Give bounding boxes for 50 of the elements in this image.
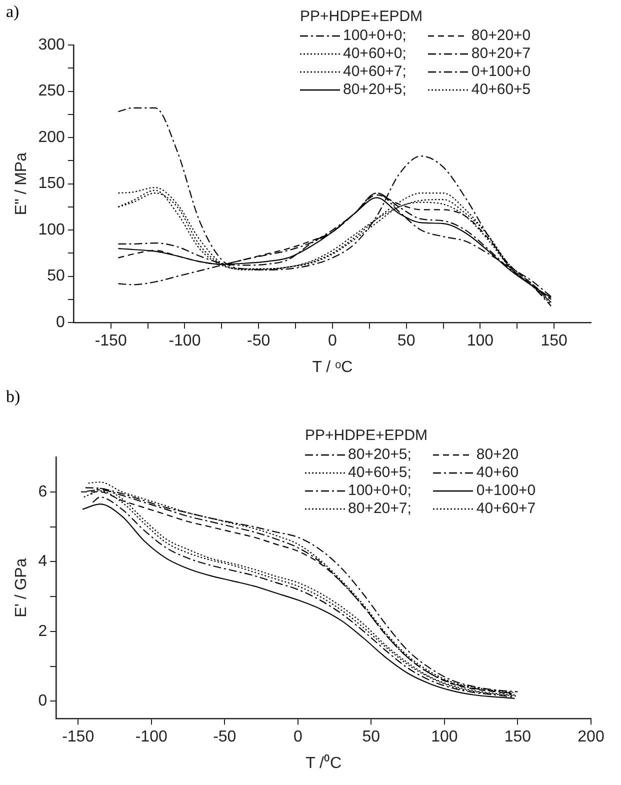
legend-label: 40+60+7;: [343, 63, 406, 80]
y-tick-label: 2: [38, 622, 48, 640]
legend-label: 40+60+7: [476, 500, 536, 517]
x-tick-label: -150: [94, 332, 127, 350]
y-tick-label: 4: [38, 553, 48, 570]
y-tick-label: 200: [38, 128, 65, 146]
legend-label: 40+60+5;: [348, 464, 412, 481]
legend-label: 80+20+7: [471, 45, 531, 62]
x-tick-label: 150: [504, 728, 532, 746]
legend-label: 40+60+5: [471, 81, 531, 98]
x-tick-label: -100: [135, 728, 168, 746]
y-tick-label: 300: [38, 36, 65, 54]
y-axis-title: E' / GPa: [13, 558, 30, 618]
x-axis-title: T / ᵒC: [312, 358, 353, 376]
legend-label: 80+20+0: [471, 27, 531, 44]
x-tick-label: -50: [247, 332, 270, 350]
x-tick-label: 100: [431, 728, 458, 746]
legend-label: 100+0+0;: [343, 27, 406, 44]
y-tick-label: 50: [47, 268, 65, 285]
x-tick-label: 50: [397, 332, 416, 350]
legend-label: 40+60: [476, 464, 519, 481]
legend-label: 100+0+0;: [348, 482, 412, 499]
x-axis-title: T /⁰C: [306, 754, 342, 772]
legend-label: 40+60+0;: [343, 45, 406, 62]
x-tick-label: 0: [293, 728, 302, 746]
legend-label: 80+20: [476, 446, 519, 463]
y-axis-title: E" / MPa: [13, 152, 30, 216]
legend-label: 0+100+0: [471, 63, 531, 80]
x-tick-label: 50: [362, 728, 380, 746]
y-tick-label: 6: [38, 483, 48, 500]
legend-title: PP+HDPE+EPDM: [305, 427, 429, 444]
y-tick-label: 0: [56, 314, 65, 332]
x-tick-label: 150: [540, 332, 568, 350]
x-tick-label: 200: [578, 728, 604, 746]
y-tick-label: 250: [38, 82, 65, 100]
y-tick-label: 100: [38, 221, 65, 238]
legend-title: PP+HDPE+EPDM: [300, 8, 424, 25]
legend-label: 80+20+5;: [348, 446, 412, 463]
x-tick-label: 100: [466, 332, 494, 350]
y-tick-label: 150: [38, 175, 65, 192]
text: b): [6, 387, 20, 407]
y-tick-label: 0: [38, 692, 48, 710]
x-tick-label: -50: [213, 728, 236, 746]
legend-label: 0+100+0: [476, 482, 536, 499]
legend-label: 80+20+7;: [348, 500, 412, 517]
x-tick-label: -150: [62, 728, 94, 746]
legend-label: 80+20+5;: [343, 81, 406, 98]
x-tick-label: 0: [328, 332, 337, 350]
text: a): [6, 2, 20, 22]
x-tick-label: -100: [168, 332, 201, 350]
